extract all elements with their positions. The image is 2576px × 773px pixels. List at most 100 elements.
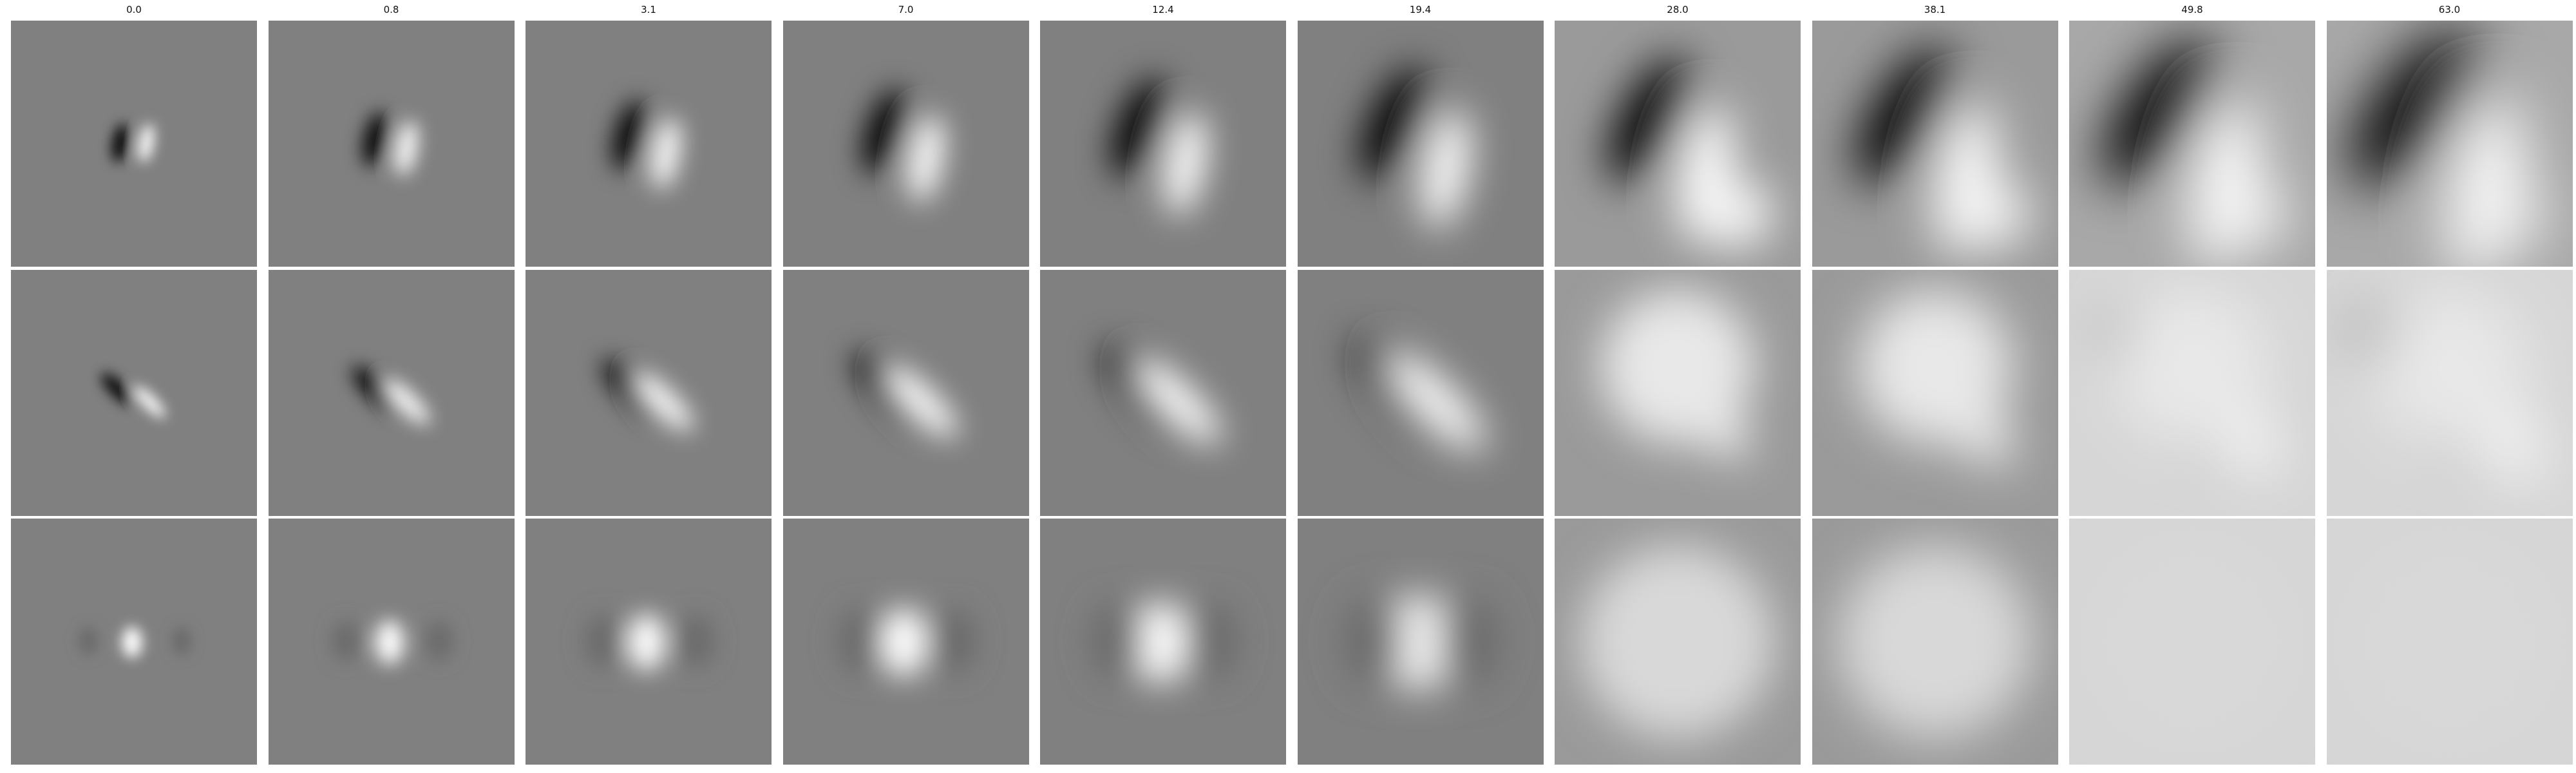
filter-blob [79,626,98,656]
filter-image [1812,519,2058,765]
filter-blob [332,620,359,662]
filter-blob [2115,289,2269,444]
filter-blob [1387,594,1450,691]
filter-image [1812,269,2058,516]
column-title: 0.8 [383,4,399,15]
filter-panel [2069,269,2315,516]
filter-blob [395,120,417,176]
filter-image [11,21,257,267]
column-title: 19.4 [1409,4,1432,15]
filter-image [2326,21,2573,267]
filter-blob [138,124,155,162]
filter-image [782,21,1029,267]
filter-panel [1297,269,1544,516]
filter-background [782,21,1029,267]
filter-blob [838,608,882,674]
filter-image [1555,519,1801,765]
filter-blob [2353,545,2546,738]
filter-blob [1600,289,1755,444]
filter-panel [1297,21,1544,267]
filter-blob [111,124,129,162]
filter-panel [11,519,257,765]
filter-blob [1696,178,1774,249]
filter-panel [268,21,515,267]
filter-panel [1812,269,2058,516]
filter-image [268,269,515,516]
filter-panel [1812,519,2058,765]
filter-background [1040,21,1286,267]
filter-image [2069,519,2315,765]
filter-blob [881,607,927,678]
filter-blob [363,111,388,167]
filter-blob [2349,30,2477,186]
filter-panel [782,269,1029,516]
filter-background [11,269,257,516]
filter-blob [425,620,453,662]
column-title: 12.4 [1152,4,1174,15]
filter-panel [11,269,257,516]
filter-panel [1555,269,1801,516]
column-title: 63.0 [2438,4,2461,15]
filter-blob [612,100,647,170]
filter-blob [931,608,976,674]
filter-image [1040,519,1286,765]
filter-panel [2326,519,2573,765]
filter-panel [526,269,772,516]
filter-image [526,269,772,516]
filter-image [2069,21,2315,267]
filter-panel [2326,269,2573,516]
filter-blob [2103,39,2213,186]
filter-image [782,519,1029,765]
filter-blob [1421,109,1470,229]
filter-panel [1812,21,2058,267]
filter-blob [1164,111,1207,216]
filter-background [1297,21,1544,267]
filter-image [526,519,772,765]
filter-blob [1608,57,1689,182]
filter-panel [268,519,515,765]
column-title: 38.1 [1924,4,1946,15]
filter-image [2326,519,2573,765]
filter-blob [886,366,957,437]
filter-blob [1581,545,1774,738]
filter-image [526,21,772,267]
filter-image [11,519,257,765]
filter-background [11,21,257,267]
filter-blob [1091,602,1144,680]
filter-blob [2096,545,2289,738]
filter-blob [2468,178,2546,249]
filter-blob [1953,178,2031,249]
filter-panel [1297,519,1544,765]
filter-image [1297,21,1544,267]
filter-blob [375,620,404,665]
filter-image [1555,269,1801,516]
filter-image [1297,519,1544,765]
filter-panel [11,21,257,267]
filter-blob [101,372,133,405]
filter-panel [526,519,772,765]
filter-blob [678,614,714,668]
filter-image [1812,21,2058,267]
filter-blob [1855,48,1951,184]
filter-image [2326,269,2573,516]
filter-background [526,21,772,267]
filter-image [1040,21,1286,267]
filter-image [1040,269,1286,516]
filter-blob [2211,178,2288,249]
filter-blob [628,613,665,671]
filter-panel [782,21,1029,267]
filter-blob [1112,78,1167,177]
column-title: 7.0 [898,4,914,15]
filter-blob [1387,352,1485,451]
filter-blob [585,614,621,668]
filter-blob [2372,289,2527,444]
filter-blob [122,627,142,658]
filter-image [268,519,515,765]
filter-panel [2326,21,2573,267]
filter-image [1555,21,1801,267]
filter-blob [1857,289,2012,444]
filter-blob [1184,602,1237,680]
filter-blob [1134,600,1188,684]
filter-blob [635,372,693,431]
